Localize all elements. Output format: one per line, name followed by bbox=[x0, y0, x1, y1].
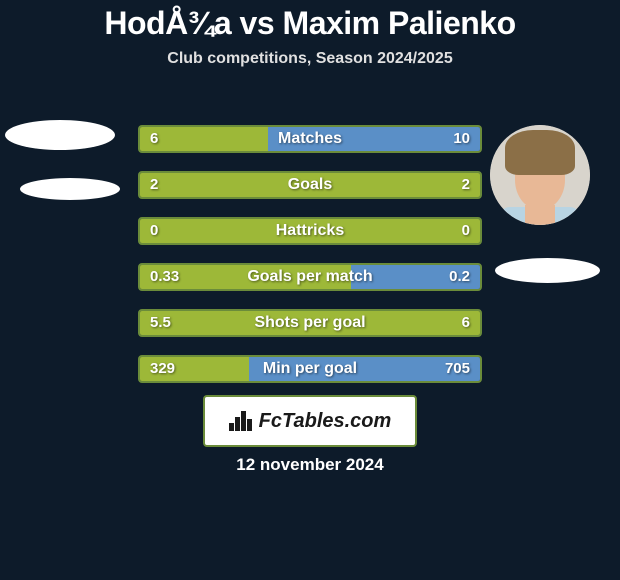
logo: FcTables.com bbox=[229, 410, 392, 433]
logo-box: FcTables.com bbox=[203, 395, 417, 447]
player-face-icon bbox=[490, 125, 590, 225]
stat-row: 6Matches10 bbox=[138, 125, 482, 153]
bar-value-right: 705 bbox=[445, 357, 470, 381]
bar-label: Goals per match bbox=[140, 265, 480, 289]
bar-label: Hattricks bbox=[140, 219, 480, 243]
bar-label: Shots per goal bbox=[140, 311, 480, 335]
player-left-avatar-1 bbox=[5, 120, 115, 150]
stats-bars: 6Matches102Goals20Hattricks00.33Goals pe… bbox=[138, 125, 482, 401]
logo-text: FcTables.com bbox=[259, 410, 392, 433]
logo-bar-shape bbox=[229, 423, 234, 431]
logo-bars-icon bbox=[229, 411, 253, 431]
comparison-infographic: HodÅ¾a vs Maxim Palienko Club competitio… bbox=[0, 0, 620, 580]
bar-label: Matches bbox=[140, 127, 480, 151]
bar-label: Goals bbox=[140, 173, 480, 197]
logo-bar-shape bbox=[241, 411, 246, 431]
bar-value-right: 0 bbox=[462, 219, 470, 243]
bar-label: Min per goal bbox=[140, 357, 480, 381]
stat-row: 329Min per goal705 bbox=[138, 355, 482, 383]
bar-value-right: 2 bbox=[462, 173, 470, 197]
player-right-avatar-2 bbox=[495, 258, 600, 283]
stat-row: 5.5Shots per goal6 bbox=[138, 309, 482, 337]
stat-row: 0Hattricks0 bbox=[138, 217, 482, 245]
player-right-avatar bbox=[490, 125, 590, 225]
stat-row: 2Goals2 bbox=[138, 171, 482, 199]
date-text: 12 november 2024 bbox=[0, 455, 620, 475]
bar-value-right: 10 bbox=[453, 127, 470, 151]
bar-value-right: 0.2 bbox=[449, 265, 470, 289]
logo-bar-shape bbox=[247, 419, 252, 431]
player-hair-shape bbox=[505, 130, 575, 175]
logo-bar-shape bbox=[235, 417, 240, 431]
subtitle: Club competitions, Season 2024/2025 bbox=[0, 50, 620, 68]
player-left-avatar-2 bbox=[20, 178, 120, 200]
stat-row: 0.33Goals per match0.2 bbox=[138, 263, 482, 291]
page-title: HodÅ¾a vs Maxim Palienko bbox=[0, 0, 620, 42]
bar-value-right: 6 bbox=[462, 311, 470, 335]
